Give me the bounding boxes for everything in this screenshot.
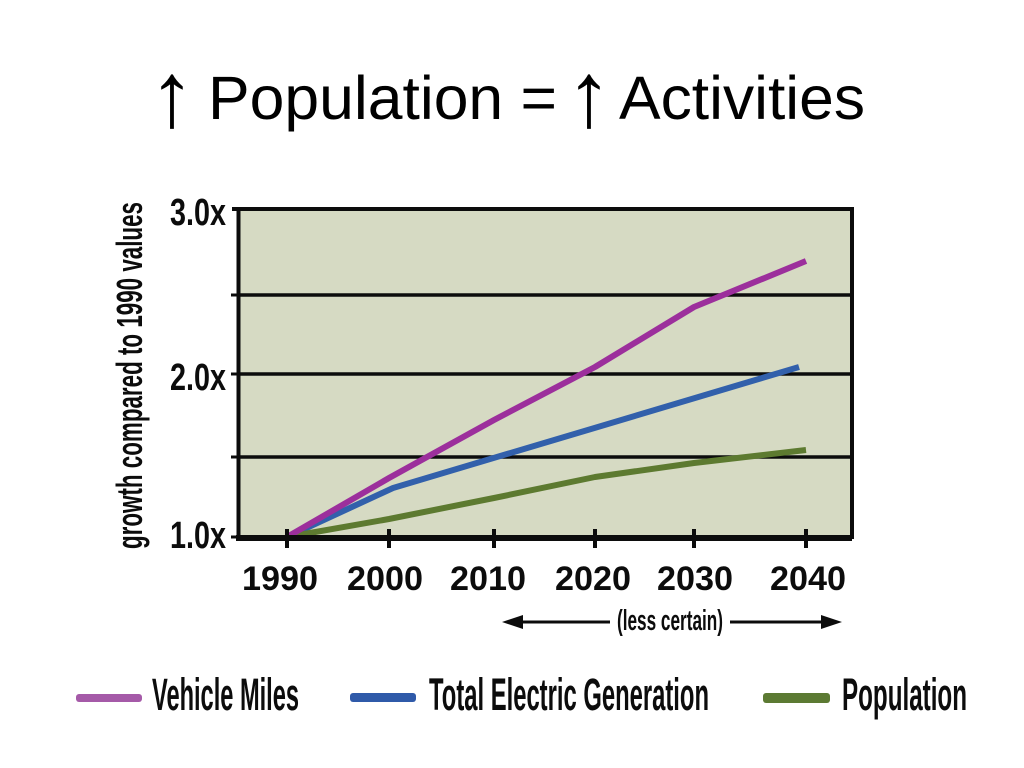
svg-text:2010: 2010	[450, 560, 526, 598]
svg-text:1.0x: 1.0x	[170, 515, 226, 557]
svg-text:Activities: Activities	[619, 64, 865, 132]
svg-text:growth compared to 1990 values: growth compared to 1990 values	[109, 202, 150, 549]
svg-text:Population: Population	[842, 669, 967, 720]
svg-text:1990: 1990	[242, 560, 318, 598]
svg-text:↑: ↑	[566, 44, 612, 146]
svg-text:Population =: Population =	[208, 64, 557, 132]
svg-text:2030: 2030	[657, 560, 733, 598]
svg-text:2000: 2000	[347, 560, 423, 598]
svg-text:(less certain): (less certain)	[617, 605, 723, 637]
svg-text:Vehicle Miles: Vehicle Miles	[152, 669, 299, 720]
svg-text:↑: ↑	[149, 44, 195, 146]
svg-text:2040: 2040	[770, 560, 846, 598]
svg-text:2.0x: 2.0x	[170, 357, 226, 399]
svg-text:Total Electric Generation: Total Electric Generation	[429, 669, 709, 720]
svg-text:3.0x: 3.0x	[170, 192, 226, 234]
svg-text:2020: 2020	[555, 560, 631, 598]
